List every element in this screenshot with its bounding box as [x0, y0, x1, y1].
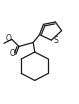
Text: O: O — [6, 34, 11, 43]
Text: O: O — [9, 49, 15, 58]
Text: S: S — [53, 36, 58, 45]
